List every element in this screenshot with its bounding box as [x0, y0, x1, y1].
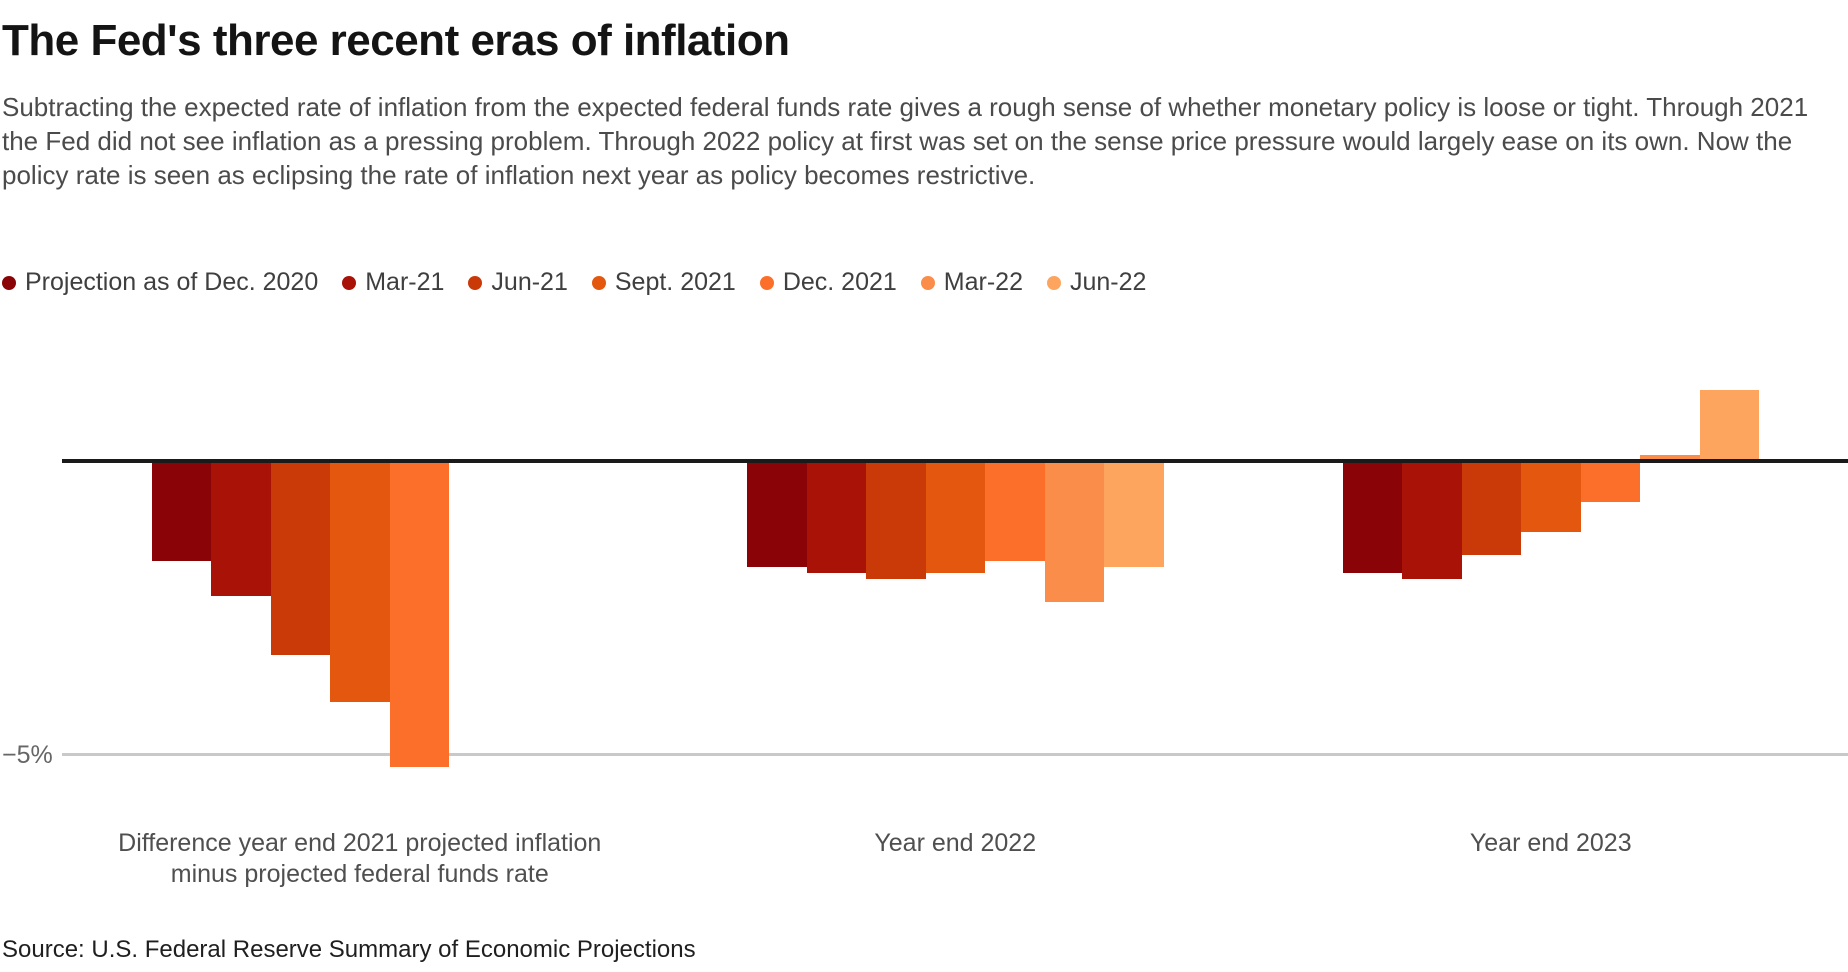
category-label-group2: Year end 2022 [874, 829, 1037, 857]
legend-item: Dec. 2021 [759, 268, 897, 297]
legend-swatch-icon [342, 275, 357, 290]
category-label-group3: Year end 2023 [1469, 829, 1632, 857]
legend-item: Jun-22 [1046, 268, 1147, 297]
legend-label: Mar-22 [943, 268, 1023, 296]
bar-projection-as-of-dec-2020-group2 [747, 461, 807, 567]
bar-dec-2021-group3 [1580, 461, 1640, 503]
bar-sept-2021-group3 [1521, 461, 1581, 532]
bar-jun-21-group3 [1461, 461, 1521, 556]
category-label-group1: minus projected federal funds rate [170, 860, 549, 888]
legend-swatch-icon [2, 275, 16, 290]
legend-swatch-icon [591, 275, 606, 290]
legend-label: Dec. 2021 [782, 268, 897, 296]
bar-jun-22-group3 [1699, 390, 1759, 461]
gridline-minus-5-percent [62, 753, 1848, 756]
bar-jun-21-group2 [866, 461, 926, 579]
category-label-group1: Difference year end 2021 projected infla… [118, 829, 602, 857]
legend-item: Projection as of Dec. 2020 [2, 268, 318, 297]
page-subtitle: Subtracting the expected rate of inflati… [2, 92, 1809, 190]
legend-label: Mar-21 [365, 268, 445, 296]
legend-label: Sept. 2021 [614, 268, 736, 296]
legend-swatch-icon [920, 275, 935, 290]
zero-baseline-axis [62, 459, 1848, 463]
page-title: The Fed's three recent eras of inflation [2, 16, 790, 65]
bar-mar-22-group2 [1044, 461, 1104, 603]
bar-mar-21-group1 [211, 461, 271, 597]
legend-item: Jun-21 [468, 268, 568, 297]
y-axis-tick-label: −5% [2, 741, 53, 769]
bar-sept-2021-group2 [925, 461, 985, 573]
bar-projection-as-of-dec-2020-group3 [1342, 461, 1402, 573]
legend-item: Mar-21 [342, 268, 444, 297]
bar-projection-as-of-dec-2020-group1 [151, 461, 211, 561]
chart-legend: Projection as of Dec. 2020 Mar-21 Jun-21 Se… [2, 268, 1146, 297]
legend-swatch-icon [468, 275, 483, 290]
legend-swatch-icon [1046, 275, 1061, 290]
legend-swatch-icon [759, 275, 774, 290]
bar-jun-22-group2 [1104, 461, 1164, 567]
bar-sept-2021-group1 [330, 461, 390, 703]
legend-label: Jun-22 [1069, 268, 1147, 296]
bar-mar-21-group3 [1402, 461, 1462, 579]
bar-dec-2021-group2 [985, 461, 1045, 561]
legend-label: Jun-21 [491, 268, 568, 296]
legend-item: Mar-22 [920, 268, 1023, 297]
bar-jun-21-group1 [270, 461, 330, 656]
bar-mar-22-group3 [1640, 455, 1700, 461]
bar-mar-21-group2 [806, 461, 866, 573]
legend-label: Projection as of Dec. 2020 [25, 268, 319, 296]
source-note: Source: U.S. Federal Reserve Summary of … [2, 936, 696, 963]
legend-item: Sept. 2021 [591, 268, 736, 297]
bar-dec-2021-group1 [389, 461, 449, 767]
